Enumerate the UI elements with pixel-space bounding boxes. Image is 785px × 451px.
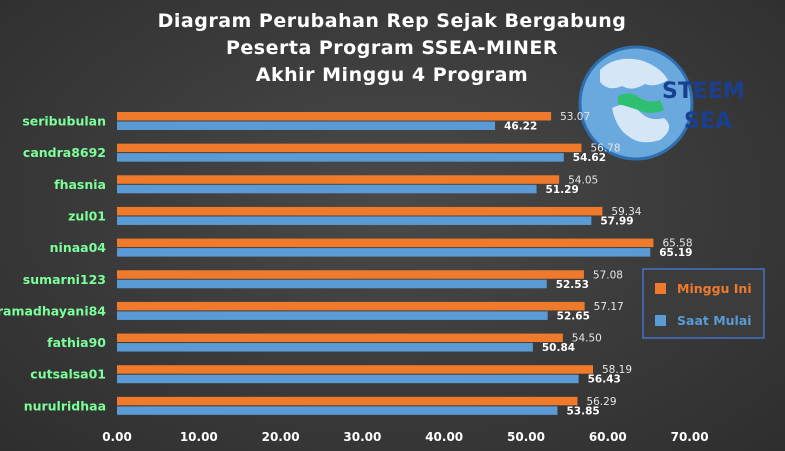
- category-label: fathia90: [47, 335, 106, 350]
- bar-saat-mulai: [117, 343, 533, 352]
- data-label: 52.65: [557, 310, 590, 322]
- category-label: sumarni123: [23, 272, 106, 287]
- x-tick-label: 60.00: [589, 430, 627, 444]
- x-tick-label: 30.00: [343, 430, 381, 444]
- data-label: 56.78: [590, 143, 620, 155]
- legend-swatch-saat-mulai: [655, 315, 666, 326]
- legend-label-saat-mulai: Saat Mulai: [677, 313, 752, 328]
- bar-minggu-ini: [117, 238, 654, 248]
- logo-line1: STEEM: [662, 79, 745, 104]
- bar-minggu-ini: [117, 112, 552, 121]
- bar-minggu-ini: [117, 175, 560, 184]
- category-label: zul01: [68, 208, 106, 223]
- x-tick-label: 0.00: [102, 430, 132, 444]
- data-label: 46.22: [504, 121, 537, 133]
- category-label: ninaa04: [50, 240, 107, 255]
- bar-minggu-ini: [117, 365, 593, 374]
- chart-title-line: Diagram Perubahan Rep Sejak Bergabung: [158, 10, 627, 32]
- bar-saat-mulai: [117, 248, 651, 257]
- bar-saat-mulai: [117, 374, 579, 384]
- bar-minggu-ini: [117, 206, 603, 216]
- globe-land: [600, 58, 670, 143]
- data-label: 54.50: [572, 333, 602, 345]
- bar-saat-mulai: [117, 216, 592, 225]
- globe-region: [618, 93, 664, 113]
- data-label: 57.08: [593, 269, 623, 281]
- x-tick-label: 20.00: [262, 430, 300, 444]
- x-tick-label: 50.00: [507, 430, 545, 444]
- value-axis: 0.00 10.00 20.00 30.00 40.00 50.00 60.00 70.00: [102, 430, 708, 444]
- category-label: candra8692: [23, 145, 106, 160]
- legend-swatch-minggu-ini: [655, 283, 666, 294]
- bar-minggu-ini: [117, 143, 582, 153]
- bar-minggu-ini: [117, 333, 563, 343]
- bar-saat-mulai: [117, 184, 537, 194]
- bar-minggu-ini: [117, 396, 578, 406]
- bar-minggu-ini: [117, 301, 585, 311]
- category-label: fhasnia: [54, 177, 106, 192]
- data-label: 56.43: [588, 374, 621, 386]
- logo-line2: SEA: [684, 109, 732, 134]
- bar-saat-mulai: [117, 153, 564, 162]
- data-label: 56.29: [586, 396, 616, 408]
- bar-saat-mulai: [117, 121, 496, 130]
- x-tick-label: 10.00: [180, 430, 218, 444]
- chart-title-line: Peserta Program SSEA-MINER: [226, 37, 558, 59]
- bar-saat-mulai: [117, 406, 558, 415]
- data-label: 51.29: [546, 184, 579, 196]
- bar-minggu-ini: [117, 270, 584, 279]
- x-tick-label: 70.00: [671, 430, 709, 444]
- data-label: 54.62: [573, 152, 606, 164]
- category-label: seribubulan: [22, 114, 106, 129]
- bar-saat-mulai: [117, 279, 547, 289]
- category-label: ramadhayani84: [0, 303, 106, 318]
- data-label: 57.99: [600, 215, 633, 227]
- data-label: 52.53: [556, 279, 589, 291]
- bar-saat-mulai: [117, 311, 548, 320]
- data-label: 59.34: [611, 206, 641, 218]
- category-label: nurulridhaa: [24, 398, 106, 413]
- data-label: 58.19: [602, 364, 632, 376]
- data-label: 53.85: [566, 405, 599, 417]
- data-label: 50.84: [542, 342, 575, 354]
- x-tick-label: 40.00: [425, 430, 463, 444]
- category-axis: seribubulan candra8692 fhasnia zul01 ninaa04…: [0, 114, 106, 414]
- data-label: 57.17: [594, 301, 624, 313]
- data-label: 54.05: [568, 174, 598, 186]
- legend-label-minggu-ini: Minggu Ini: [677, 281, 752, 296]
- data-label: 65.19: [659, 247, 692, 259]
- legend-box: [642, 268, 765, 339]
- steem-sea-logo: STEEM SEA: [578, 45, 745, 161]
- legend: Minggu Ini Saat Mulai: [642, 268, 765, 339]
- chart-title: Diagram Perubahan Rep Sejak Bergabung Pes…: [158, 10, 627, 86]
- chart-title-line: Akhir Minggu 4 Program: [256, 64, 528, 86]
- data-label: 53.07: [560, 111, 590, 123]
- data-label: 65.58: [662, 238, 692, 250]
- category-label: cutsalsa01: [30, 367, 106, 382]
